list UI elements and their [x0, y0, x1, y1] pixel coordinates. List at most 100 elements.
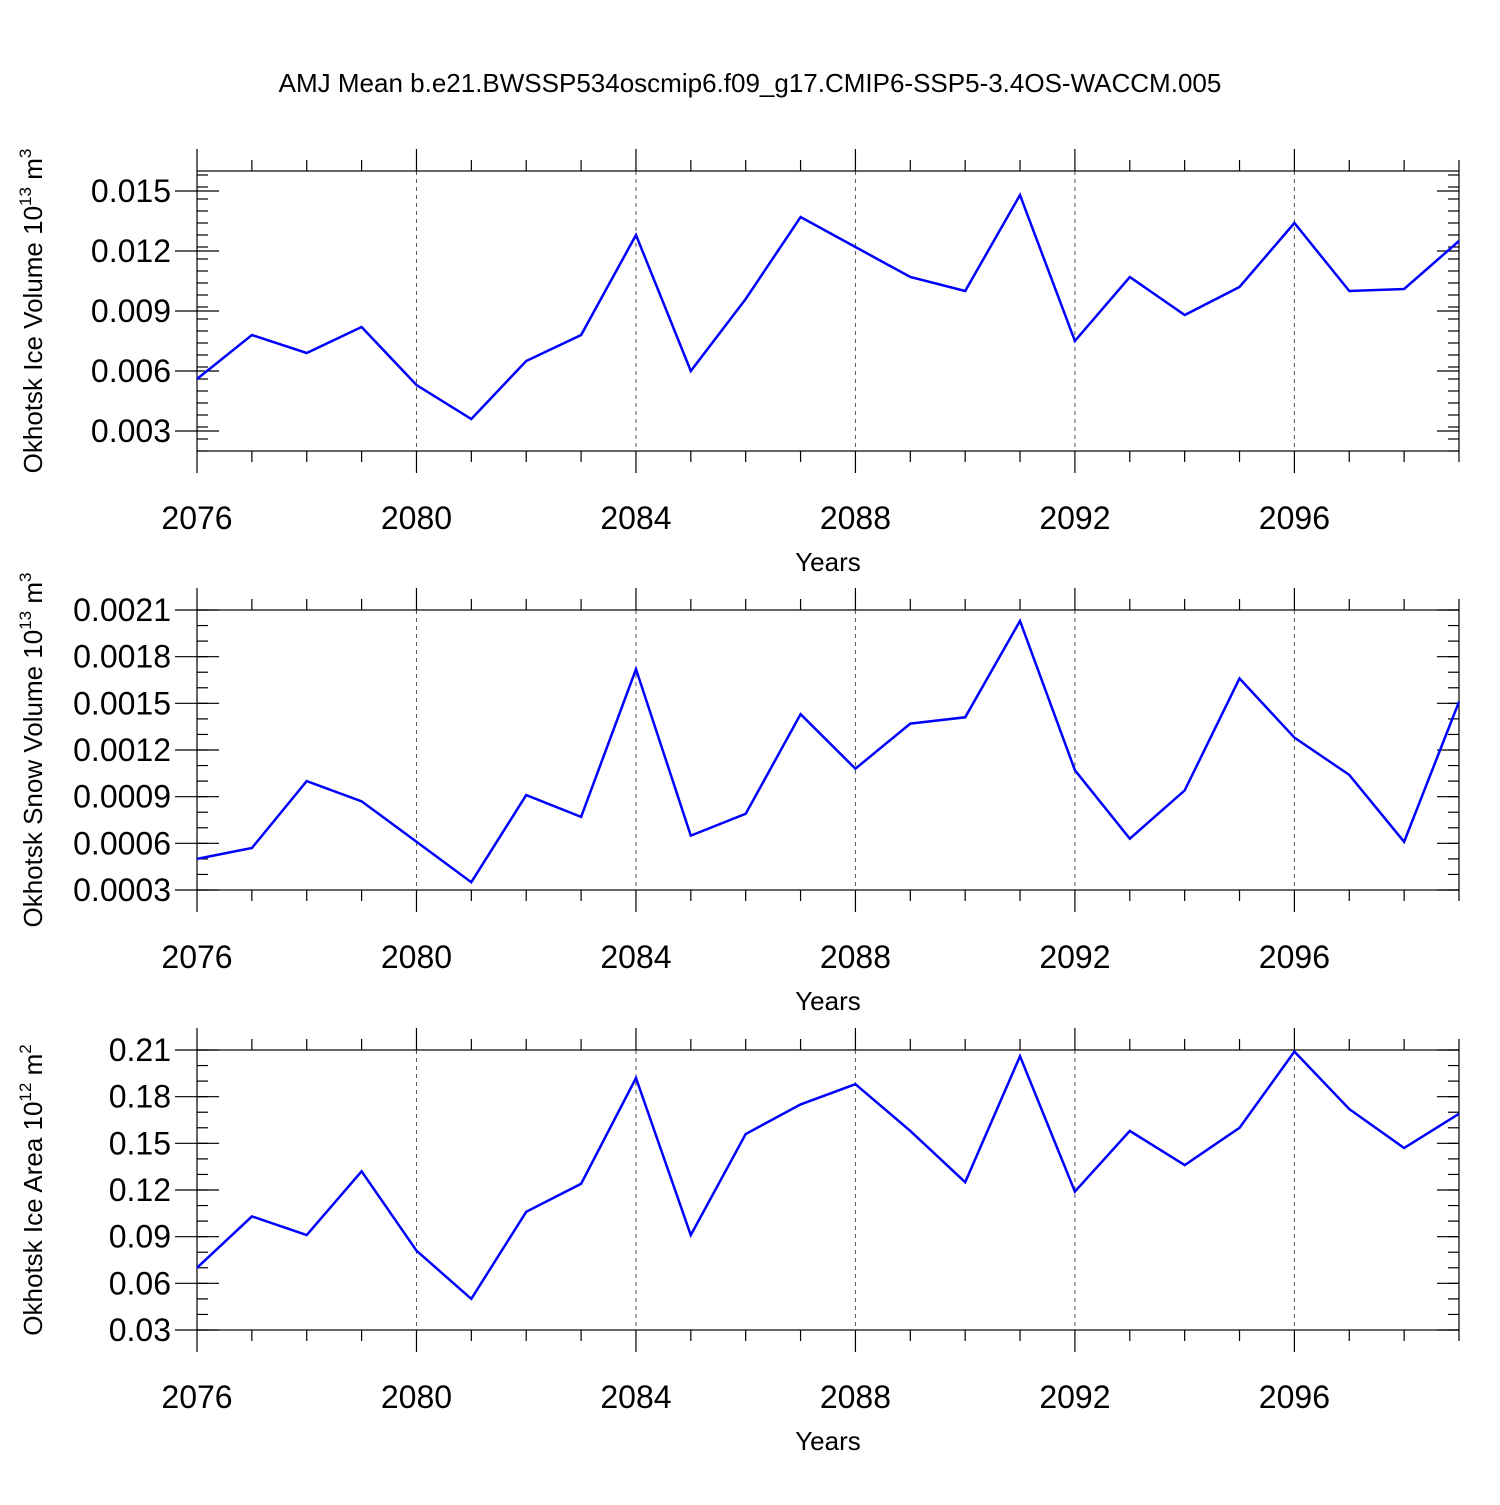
chart-3-y-tick-label: 0.09: [109, 1219, 171, 1255]
chart-3-data-point: [305, 1233, 309, 1237]
chart-1-data-point: [414, 383, 418, 387]
chart-3-y-tick-label: 0.15: [109, 1125, 171, 1161]
chart-1-y-axis-label-part: Okhotsk Ice Volume 10: [18, 206, 48, 473]
chart-3-data-point: [1238, 1126, 1242, 1130]
chart-2-frame: [196, 609, 1460, 891]
chart-3-data-point: [414, 1249, 418, 1253]
chart-1-data-point: [305, 351, 309, 355]
chart-2-y-tick-label: 0.0012: [73, 732, 171, 768]
chart-2-x-tick-label: 2084: [600, 939, 671, 975]
chart-2-x-tick-label: 2096: [1259, 939, 1330, 975]
chart-1-x-tick-label: 2088: [820, 500, 891, 536]
chart-3-x-tick-label: 2096: [1259, 1379, 1330, 1415]
chart-1-y-tick-label: 0.006: [91, 353, 171, 389]
chart-1-x-tick-label: 2080: [381, 500, 452, 536]
chart-1-data-point: [1347, 289, 1351, 293]
chart-3-data-point: [1347, 1107, 1351, 1111]
chart-1-data-point: [195, 377, 199, 381]
chart-2-data-point: [799, 712, 803, 716]
chart-2-data-point: [853, 767, 857, 771]
chart-2-data-point: [524, 793, 528, 797]
chart-2-y-axis-label-part: 13: [16, 611, 35, 630]
chart-1-data-point: [1457, 239, 1461, 243]
chart-1-y-axis-label: Okhotsk Ice Volume 1013 m3: [16, 149, 48, 474]
chart-2-data-point: [195, 857, 199, 861]
chart-1-x-tick-label: 2076: [161, 500, 232, 536]
chart-3-data-point: [360, 1169, 364, 1173]
chart-1-data-point: [1128, 275, 1132, 279]
chart-1-frame: [196, 170, 1460, 452]
chart-2-series-line: [196, 617, 1461, 885]
chart-3-data-point: [799, 1102, 803, 1106]
chart-3-y-tick-label: 0.21: [109, 1032, 171, 1068]
chart-2-data-point: [1457, 700, 1461, 704]
chart-2-data-point: [414, 840, 418, 844]
chart-2-data-point: [634, 667, 638, 671]
chart-1-data-point: [1238, 285, 1242, 289]
chart-2-y-tick-label: 0.0018: [73, 639, 171, 675]
chart-1-y-tick-label: 0.009: [91, 293, 171, 329]
chart-2-x-tick-label: 2088: [820, 939, 891, 975]
chart-1-data-point: [579, 333, 583, 337]
chart-1-data-point: [1183, 313, 1187, 317]
chart-2-x-axis-label: Years: [795, 986, 861, 1016]
chart-1: 0.003 0.006 0.009 0.012 0.015 2076 2080 2084 208…: [16, 149, 1461, 577]
chart-2-x-tick-label: 2076: [161, 939, 232, 975]
chart-1-data-point: [963, 289, 967, 293]
chart-3-y-axis-label-part: 2: [16, 1044, 35, 1053]
chart-2-y-axis-label-part: Okhotsk Snow Volume 10: [18, 630, 48, 928]
chart-3-x-axis-label: Years: [795, 1426, 861, 1456]
chart-2-y-tick-label: 0.0021: [73, 592, 171, 628]
chart-1-data-point: [853, 245, 857, 249]
chart-2-data-point: [305, 779, 309, 783]
chart-2-data-point: [1018, 619, 1022, 623]
chart-2-data-point: [908, 722, 912, 726]
chart-1-data-point: [360, 325, 364, 329]
chart-2-x-tick-label: 2092: [1039, 939, 1110, 975]
chart-2: 0.0003 0.0006 0.0009 0.0012 0.0015 0.0018 0.00…: [16, 573, 1461, 1016]
chart-3: 0.03 0.06 0.09 0.12 0.15 0.18 0.21 2076 2080 2084…: [16, 1028, 1460, 1456]
chart-1-data-point: [799, 215, 803, 219]
chart-3-y-axis-label: Okhotsk Ice Area 1012 m2: [16, 1044, 48, 1335]
chart-2-y-tick-label: 0.0006: [73, 825, 171, 861]
chart-3-x-tick-label: 2080: [381, 1379, 452, 1415]
chart-2-data-point: [250, 846, 254, 850]
chart-1-y-axis-label-part: m: [18, 158, 48, 187]
chart-2-data-point: [1238, 676, 1242, 680]
chart-2-y-tick-label: 0.0015: [73, 685, 171, 721]
chart-2-data-point: [1183, 788, 1187, 792]
chart-3-data-point: [1292, 1050, 1296, 1054]
chart-3-y-axis-label-part: m: [18, 1054, 48, 1083]
chart-1-data-point: [908, 275, 912, 279]
chart-3-data-point: [579, 1182, 583, 1186]
chart-2-data-point: [689, 834, 693, 838]
chart-2-data-point: [1292, 736, 1296, 740]
chart-2-data-point: [744, 812, 748, 816]
chart-3-data-point: [1018, 1054, 1022, 1058]
chart-3-data-point: [963, 1180, 967, 1184]
chart-2-y-tick-label: 0.0009: [73, 779, 171, 815]
chart-3-y-tick-label: 0.06: [109, 1265, 171, 1301]
chart-1-y-tick-label: 0.003: [91, 413, 171, 449]
chart-3-y-axis-label-part: Okhotsk Ice Area 10: [18, 1102, 48, 1336]
chart-3-x-tick-label: 2088: [820, 1379, 891, 1415]
chart-1-y-axis-label-part: 13: [16, 187, 35, 206]
chart-3-y-tick-label: 0.03: [109, 1312, 171, 1348]
chart-3-data-point: [1183, 1163, 1187, 1167]
figure-title: AMJ Mean b.e21.BWSSP534oscmip6.f09_g17.C…: [278, 68, 1222, 98]
chart-3-data-point: [1128, 1129, 1132, 1133]
chart-1-x-tick-label: 2084: [600, 500, 671, 536]
chart-2-data-point: [1128, 837, 1132, 841]
chart-2-y-axis-label-part: 3: [16, 573, 35, 582]
chart-1-x-tick-label: 2092: [1039, 500, 1110, 536]
chart-2-data-point: [963, 715, 967, 719]
chart-1-x-tick-label: 2096: [1259, 500, 1330, 536]
chart-1-data-point: [744, 297, 748, 301]
chart-1-data-point: [250, 333, 254, 337]
chart-1-data-point: [1018, 193, 1022, 197]
chart-3-x-tick-label: 2092: [1039, 1379, 1110, 1415]
chart-3-data-point: [908, 1129, 912, 1133]
chart-1-data-point: [1292, 221, 1296, 225]
